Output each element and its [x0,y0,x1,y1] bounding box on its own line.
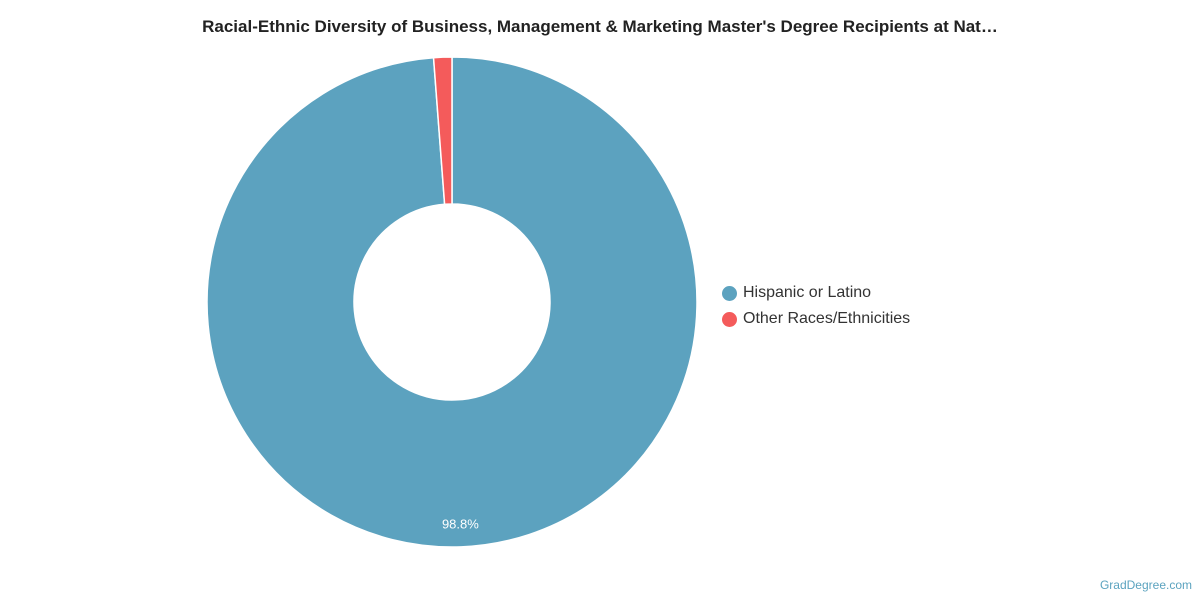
legend-label-other: Other Races/Ethnicities [743,310,911,327]
legend-item-other-races[interactable]: Other Races/Ethnicities [722,306,910,332]
legend-item-hispanic-or-latino[interactable]: Hispanic or Latino [722,280,910,306]
legend: Hispanic or Latino Other Races/Ethniciti… [722,280,910,332]
legend-label-hispanic: Hispanic or Latino [743,284,872,301]
watermark-link[interactable]: GradDegree.com [1099,578,1192,592]
data-label-hispanic-or-latino: 98.8% [442,516,479,531]
donut-slice-other-races[interactable] [432,56,453,206]
legend-swatch-hispanic [722,285,737,301]
donut-slice-hispanic-or-latino[interactable] [206,56,698,548]
legend-swatch-other [722,311,737,327]
chart-title: Racial-Ethnic Diversity of Business, Man… [202,17,998,36]
